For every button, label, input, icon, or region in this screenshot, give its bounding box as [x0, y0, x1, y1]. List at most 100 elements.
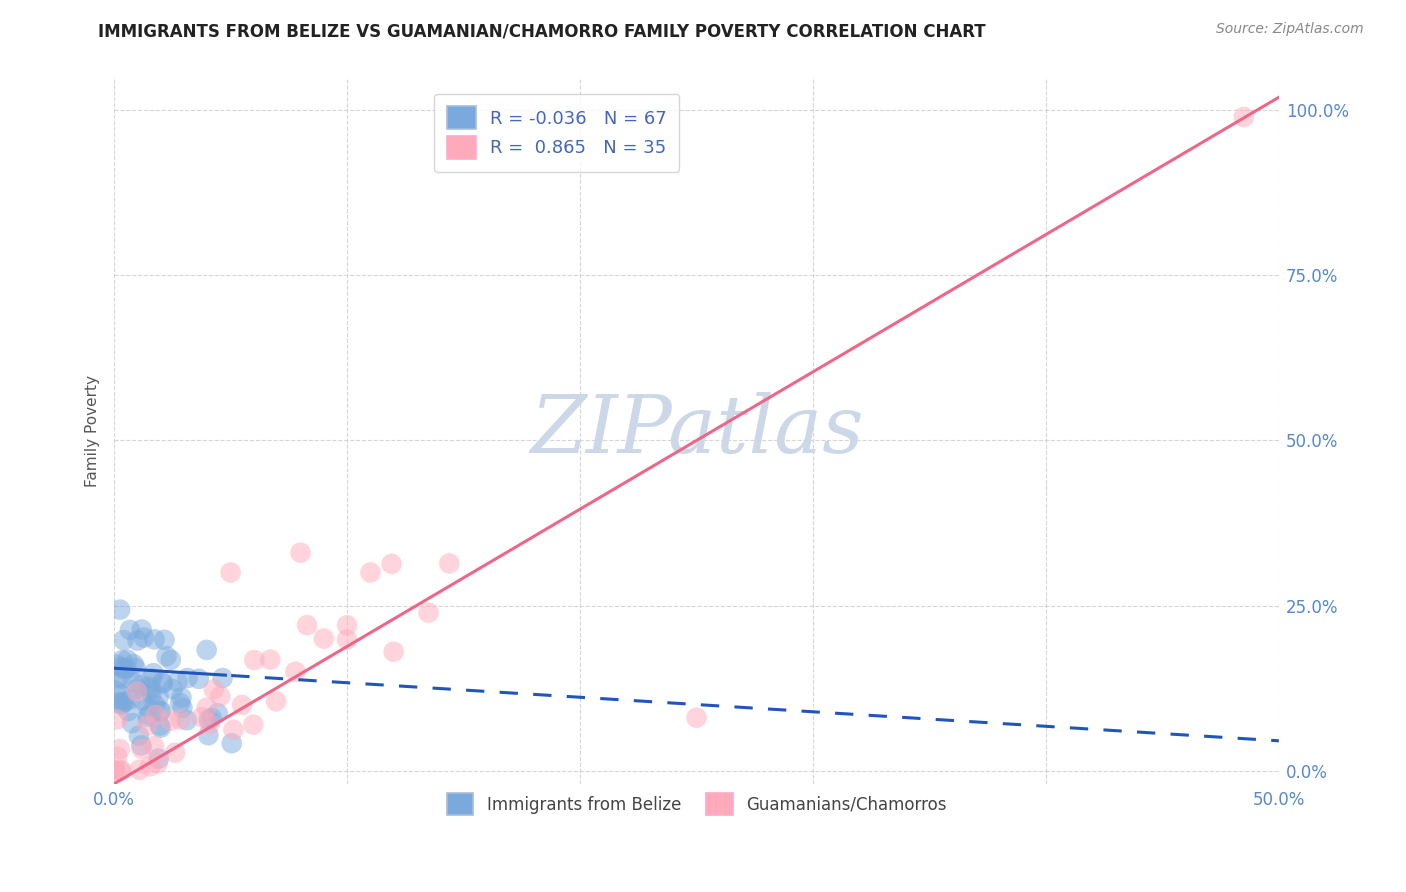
- Point: [114, 662, 136, 676]
- Point: [312, 632, 335, 646]
- Point: [110, 660, 132, 674]
- Point: [418, 606, 440, 620]
- Point: [149, 718, 172, 732]
- Point: [129, 678, 152, 692]
- Point: [122, 675, 145, 690]
- Point: [159, 714, 181, 728]
- Point: [202, 682, 225, 697]
- Point: [145, 708, 167, 723]
- Point: [162, 682, 184, 697]
- Point: [107, 696, 129, 710]
- Point: [136, 719, 159, 733]
- Point: [115, 661, 138, 675]
- Point: [132, 631, 155, 645]
- Point: [195, 700, 218, 714]
- Point: [336, 618, 359, 632]
- Point: [219, 566, 242, 580]
- Point: [139, 759, 162, 773]
- Point: [117, 704, 139, 718]
- Point: [172, 701, 194, 715]
- Point: [243, 653, 266, 667]
- Point: [207, 706, 229, 721]
- Point: [108, 742, 131, 756]
- Point: [131, 693, 153, 707]
- Point: [108, 602, 131, 616]
- Point: [105, 749, 128, 764]
- Point: [110, 764, 132, 778]
- Legend: Immigrants from Belize, Guamanians/Chamorros: Immigrants from Belize, Guamanians/Chamo…: [437, 783, 956, 825]
- Point: [176, 671, 198, 685]
- Point: [222, 723, 245, 737]
- Point: [187, 672, 209, 686]
- Point: [128, 729, 150, 743]
- Point: [146, 756, 169, 771]
- Point: [200, 711, 222, 725]
- Point: [195, 643, 218, 657]
- Point: [165, 746, 187, 760]
- Point: [131, 623, 153, 637]
- Point: [259, 652, 281, 666]
- Point: [131, 739, 153, 753]
- Point: [295, 618, 318, 632]
- Point: [284, 665, 307, 679]
- Point: [149, 721, 172, 735]
- Point: [136, 700, 159, 714]
- Point: [1233, 110, 1256, 124]
- Point: [141, 672, 163, 686]
- Point: [159, 653, 181, 667]
- Point: [211, 671, 233, 685]
- Point: [139, 681, 162, 696]
- Point: [170, 690, 193, 705]
- Point: [141, 687, 163, 701]
- Point: [107, 712, 129, 726]
- Point: [439, 557, 461, 571]
- Point: [121, 716, 143, 731]
- Point: [290, 546, 312, 560]
- Point: [198, 716, 221, 731]
- Point: [131, 742, 153, 756]
- Point: [104, 683, 127, 698]
- Point: [122, 657, 145, 672]
- Point: [128, 763, 150, 777]
- Point: [143, 739, 166, 753]
- Point: [176, 713, 198, 727]
- Point: [152, 676, 174, 690]
- Point: [155, 649, 177, 664]
- Y-axis label: Family Poverty: Family Poverty: [86, 375, 100, 487]
- Point: [148, 751, 170, 765]
- Point: [136, 710, 159, 724]
- Point: [127, 681, 149, 696]
- Point: [111, 672, 134, 686]
- Point: [150, 704, 173, 718]
- Point: [169, 713, 191, 727]
- Point: [138, 707, 160, 722]
- Point: [231, 698, 253, 712]
- Point: [143, 698, 166, 712]
- Point: [111, 653, 134, 667]
- Point: [124, 661, 146, 675]
- Point: [359, 566, 381, 580]
- Text: Source: ZipAtlas.com: Source: ZipAtlas.com: [1216, 22, 1364, 37]
- Point: [112, 633, 135, 648]
- Point: [209, 690, 232, 704]
- Point: [110, 688, 132, 702]
- Point: [336, 632, 359, 647]
- Point: [143, 632, 166, 647]
- Point: [112, 695, 135, 709]
- Point: [104, 764, 127, 778]
- Point: [242, 717, 264, 731]
- Point: [221, 736, 243, 750]
- Point: [111, 695, 134, 709]
- Point: [166, 674, 188, 689]
- Point: [190, 710, 212, 724]
- Point: [117, 653, 139, 667]
- Point: [120, 692, 142, 706]
- Point: [685, 711, 707, 725]
- Point: [197, 713, 219, 727]
- Point: [152, 675, 174, 690]
- Point: [110, 698, 132, 712]
- Point: [149, 704, 172, 718]
- Point: [107, 670, 129, 684]
- Point: [264, 694, 287, 708]
- Point: [110, 764, 132, 778]
